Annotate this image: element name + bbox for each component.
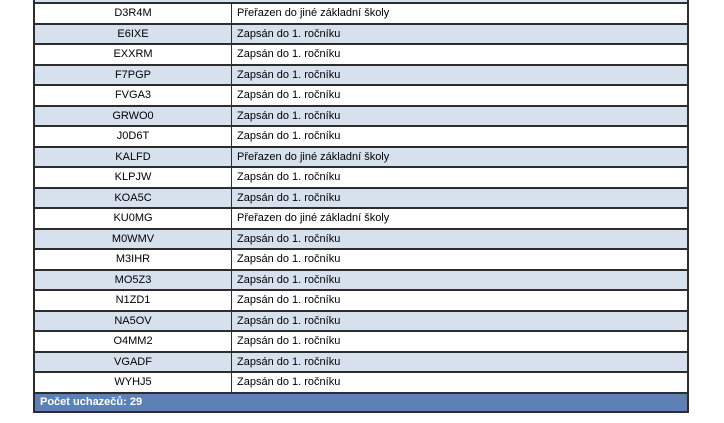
table-row: KOA5C Zapsán do 1. ročníku: [35, 188, 687, 209]
table-row: O4MM2 Zapsán do 1. ročníku: [35, 332, 687, 353]
applicants-count-label: Počet uchazečů: 29: [40, 396, 143, 408]
applicant-code-cell: F7PGP: [35, 65, 232, 84]
enrollment-status-cell: Zapsán do 1. ročníku: [237, 191, 341, 204]
table-rows-container: D3R4M Přeřazen do jiné základní školy E6…: [35, 4, 687, 394]
table-row: VGADF Zapsán do 1. ročníku: [35, 352, 687, 373]
enrollment-status-cell: Zapsán do 1. ročníku: [237, 232, 341, 245]
enrollment-status-cell: Zapsán do 1. ročníku: [237, 294, 341, 307]
enrollment-status-cell: Zapsán do 1. ročníku: [237, 68, 341, 81]
applicant-code-cell: KALFD: [35, 147, 232, 166]
table-row: D3R4M Přeřazen do jiné základní školy: [35, 4, 687, 25]
applicant-code-cell: D3R4M: [35, 4, 232, 23]
applicant-code-cell: E6IXE: [35, 24, 232, 43]
table-row: FVGA3 Zapsán do 1. ročníku: [35, 86, 687, 107]
applicant-code-cell: J0D6T: [35, 127, 232, 146]
enrollment-status-cell: Zapsán do 1. ročníku: [237, 335, 341, 348]
table-row: NA5OV Zapsán do 1. ročníku: [35, 311, 687, 332]
table-row: GRWO0 Zapsán do 1. ročníku: [35, 106, 687, 127]
enrollment-status-cell: Přeřazen do jiné základní školy: [237, 7, 390, 20]
table-row: MO5Z3 Zapsán do 1. ročníku: [35, 270, 687, 291]
table-row: EXXRM Zapsán do 1. ročníku: [35, 45, 687, 66]
enrollment-status-cell: Zapsán do 1. ročníku: [237, 171, 341, 184]
applicant-code-cell: WYHJ5: [35, 373, 232, 392]
clipped-row: [35, 0, 687, 4]
enrollment-status-cell: Zapsán do 1. ročníku: [237, 130, 341, 143]
enrollment-status-cell: Zapsán do 1. ročníku: [237, 376, 341, 389]
applicant-code-cell: EXXRM: [35, 45, 232, 64]
table-row: M3IHR Zapsán do 1. ročníku: [35, 250, 687, 271]
table-row: KLPJW Zapsán do 1. ročníku: [35, 168, 687, 189]
applicant-code-cell: FVGA3: [35, 86, 232, 105]
applicant-code-cell: KLPJW: [35, 168, 232, 187]
applicant-code-cell: O4MM2: [35, 332, 232, 351]
applicant-code-cell: KU0MG: [35, 209, 232, 228]
applicant-code-cell: N1ZD1: [35, 291, 232, 310]
table-row: E6IXE Zapsán do 1. ročníku: [35, 24, 687, 45]
enrollment-status-cell: Zapsán do 1. ročníku: [237, 89, 341, 102]
applicants-count-footer: Počet uchazečů: 29: [35, 393, 687, 413]
enrollment-status-cell: Zapsán do 1. ročníku: [237, 48, 341, 61]
applicant-code-cell: KOA5C: [35, 188, 232, 207]
enrollment-status-cell: Přeřazen do jiné základní školy: [237, 212, 390, 225]
enrollment-status-cell: Zapsán do 1. ročníku: [237, 109, 341, 122]
enrollment-status-cell: Přeřazen do jiné základní školy: [237, 150, 390, 163]
enrollment-status-cell: Zapsán do 1. ročníku: [237, 273, 341, 286]
applicant-code-cell: GRWO0: [35, 106, 232, 125]
table-row: J0D6T Zapsán do 1. ročníku: [35, 127, 687, 148]
enrollment-status-cell: Zapsán do 1. ročníku: [237, 27, 341, 40]
table-row: WYHJ5 Zapsán do 1. ročníku: [35, 373, 687, 394]
applicant-code-cell: MO5Z3: [35, 270, 232, 289]
table-row: N1ZD1 Zapsán do 1. ročníku: [35, 291, 687, 312]
table-row: M0WMV Zapsán do 1. ročníku: [35, 229, 687, 250]
enrollment-status-cell: Zapsán do 1. ročníku: [237, 355, 341, 368]
table-row: KU0MG Přeřazen do jiné základní školy: [35, 209, 687, 230]
enrollment-status-cell: Zapsán do 1. ročníku: [237, 314, 341, 327]
table-row: F7PGP Zapsán do 1. ročníku: [35, 65, 687, 86]
applicant-code-cell: M0WMV: [35, 229, 232, 248]
enrollment-status-cell: Zapsán do 1. ročníku: [237, 253, 341, 266]
applicant-code-cell: M3IHR: [35, 250, 232, 269]
table-row: KALFD Přeřazen do jiné základní školy: [35, 147, 687, 168]
applicant-code-cell: NA5OV: [35, 311, 232, 330]
enrollment-results-table: D3R4M Přeřazen do jiné základní školy E6…: [33, 0, 689, 413]
applicant-code-cell: VGADF: [35, 352, 232, 371]
